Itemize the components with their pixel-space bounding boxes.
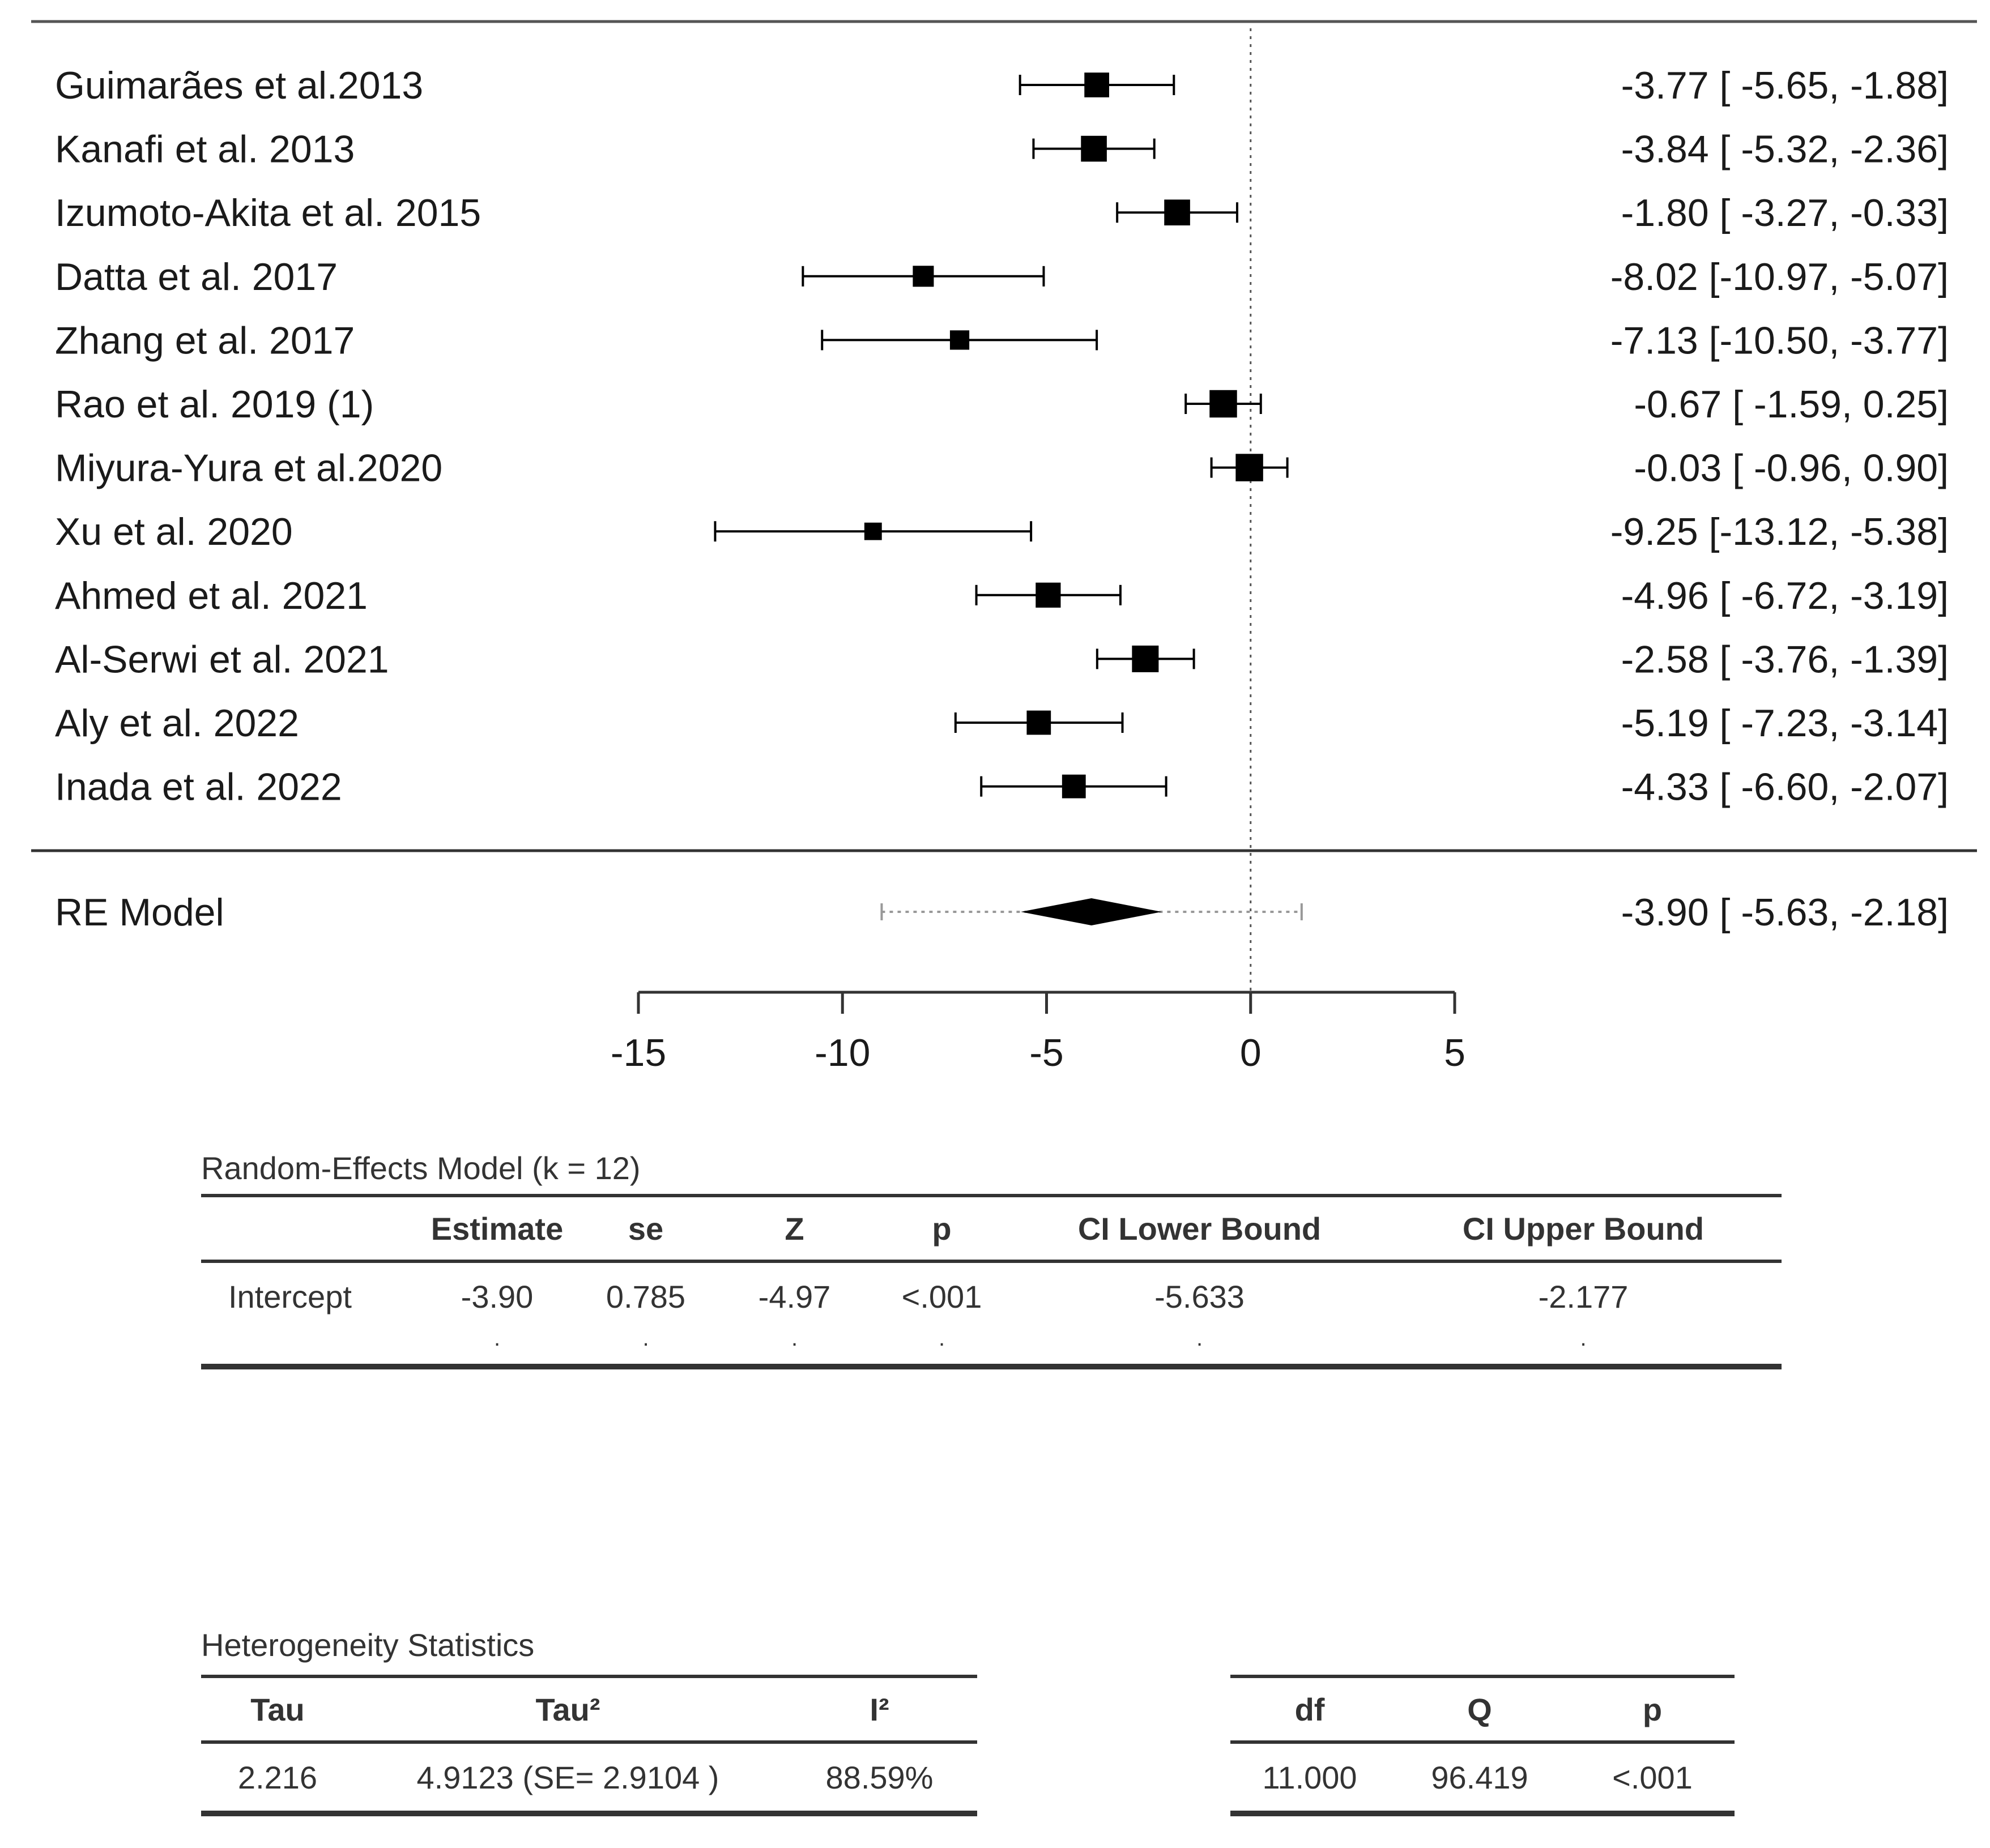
ci-text: -1.80 [ -3.27, -0.33] xyxy=(1621,191,1949,234)
re-cell-se: 0.785 xyxy=(606,1278,686,1314)
study-rows: Guimarães et al.2013 -3.77 [ -5.65, -1.88… xyxy=(55,64,1949,809)
re-dot: . xyxy=(719,1327,870,1369)
ci-text: -4.33 [ -6.60, -2.07] xyxy=(1621,766,1949,809)
heterogeneity-right-table: df Q p 11.000 96.419 <.001 xyxy=(1230,1675,1735,1816)
point-estimate xyxy=(1084,72,1109,97)
x-axis: -15 -10 -5 0 5 xyxy=(611,991,1465,1074)
x-tick-label: 0 xyxy=(1240,1031,1262,1074)
study-label: Xu et al. 2020 xyxy=(55,510,293,553)
study-label: Ahmed et al. 2021 xyxy=(55,574,368,617)
summary-ci-text: -3.90 [ -5.63, -2.18] xyxy=(1621,891,1949,934)
ci-text: -4.96 [ -6.72, -3.19] xyxy=(1621,574,1949,617)
het-cell-tau2: 4.9123 (SE= 2.9104 ) xyxy=(354,1742,782,1816)
re-dots-label xyxy=(201,1330,422,1369)
study-label: Aly et al. 2022 xyxy=(55,702,299,745)
ci-text: -9.25 [-13.12, -5.38] xyxy=(1610,510,1949,553)
x-tick-label: -10 xyxy=(815,1031,870,1074)
point-estimate xyxy=(1164,199,1190,226)
ci-text: -3.77 [ -5.65, -1.88] xyxy=(1621,64,1949,107)
het-cell-df: 11.000 xyxy=(1230,1742,1389,1816)
forest-plot: Guimarães et al.2013 -3.77 [ -5.65, -1.88… xyxy=(31,20,1977,1074)
heterogeneity-title: Heterogeneity Statistics xyxy=(201,1627,535,1663)
ci-text: -2.58 [ -3.76, -1.39] xyxy=(1621,638,1949,681)
re-header-estimate: Estimate xyxy=(422,1194,572,1263)
re-header-p: p xyxy=(870,1194,1014,1263)
study-label: Kanafi et al. 2013 xyxy=(55,128,355,171)
het-header-p: p xyxy=(1570,1675,1735,1744)
re-header-ci-upper: CI Upper Bound xyxy=(1385,1194,1782,1263)
re-header-ci-lower: CI Lower Bound xyxy=(1014,1194,1385,1263)
point-estimate xyxy=(1209,390,1237,418)
re-dot: . xyxy=(1014,1327,1385,1369)
het-header-q: Q xyxy=(1389,1675,1570,1744)
x-tick-label: -15 xyxy=(611,1031,666,1074)
ci-text: -5.19 [ -7.23, -3.14] xyxy=(1621,702,1949,745)
study-label: Zhang et al. 2017 xyxy=(55,319,355,362)
ci-text: -0.03 [ -0.96, 0.90] xyxy=(1634,447,1949,490)
point-estimate xyxy=(1132,645,1159,672)
point-estimate xyxy=(949,330,970,350)
re-table-title: Random-Effects Model (k = 12) xyxy=(201,1150,641,1186)
summary-diamond xyxy=(1021,898,1162,925)
re-cell-estimate: -3.90 xyxy=(461,1278,534,1314)
point-estimate xyxy=(1062,774,1086,799)
re-header-se: se xyxy=(572,1194,719,1263)
re-row-label: Intercept xyxy=(228,1278,352,1314)
study-label: Rao et al. 2019 (1) xyxy=(55,383,374,426)
re-dot: . xyxy=(422,1327,572,1369)
study-label: Al-Serwi et al. 2021 xyxy=(55,638,389,681)
re-header-z: Z xyxy=(719,1194,870,1263)
het-header-df: df xyxy=(1230,1675,1389,1744)
re-cell-z: -4.97 xyxy=(758,1278,831,1314)
summary-label: RE Model xyxy=(55,891,224,934)
ci-text: -8.02 [-10.97, -5.07] xyxy=(1610,255,1949,298)
het-header-i2: I² xyxy=(782,1675,977,1744)
het-cell-p: <.001 xyxy=(1570,1742,1735,1816)
point-estimate xyxy=(1081,135,1107,162)
point-estimate xyxy=(864,522,882,540)
point-estimate xyxy=(1036,582,1061,608)
summary-row: RE Model -3.90 [ -5.63, -2.18] xyxy=(55,891,1949,934)
x-tick-label: 5 xyxy=(1444,1031,1465,1074)
het-cell-i2: 88.59% xyxy=(782,1742,977,1816)
study-label: Inada et al. 2022 xyxy=(55,766,342,809)
het-header-tau: Tau xyxy=(201,1675,354,1744)
re-dot: . xyxy=(572,1327,719,1369)
point-estimate xyxy=(913,266,934,287)
re-cell-ci-lower: -5.633 xyxy=(1154,1278,1245,1314)
study-label: Datta et al. 2017 xyxy=(55,255,338,298)
study-label: Guimarães et al.2013 xyxy=(55,64,423,107)
re-header-empty xyxy=(201,1194,422,1263)
het-cell-q: 96.419 xyxy=(1389,1742,1570,1816)
re-dot: . xyxy=(1385,1327,1782,1369)
study-label: Izumoto-Akita et al. 2015 xyxy=(55,191,481,234)
re-cell-p: <.001 xyxy=(901,1278,982,1314)
point-estimate xyxy=(1235,454,1263,481)
re-model-table: Estimate se Z p CI Lower Bound CI Upper … xyxy=(201,1194,1782,1369)
het-cell-tau: 2.216 xyxy=(201,1742,354,1816)
ci-text: -7.13 [-10.50, -3.77] xyxy=(1610,319,1949,362)
x-tick-label: -5 xyxy=(1029,1031,1063,1074)
ci-text: -3.84 [ -5.32, -2.36] xyxy=(1621,128,1949,171)
het-header-tau2: Tau² xyxy=(354,1675,782,1744)
point-estimate xyxy=(1026,710,1051,735)
re-dot: . xyxy=(870,1327,1014,1369)
re-cell-ci-upper: -2.177 xyxy=(1538,1278,1629,1314)
ci-text: -0.67 [ -1.59, 0.25] xyxy=(1634,383,1949,426)
study-label: Miyura-Yura et al.2020 xyxy=(55,447,442,490)
heterogeneity-left-table: Tau Tau² I² 2.216 4.9123 (SE= 2.9104 ) 8… xyxy=(201,1675,977,1816)
